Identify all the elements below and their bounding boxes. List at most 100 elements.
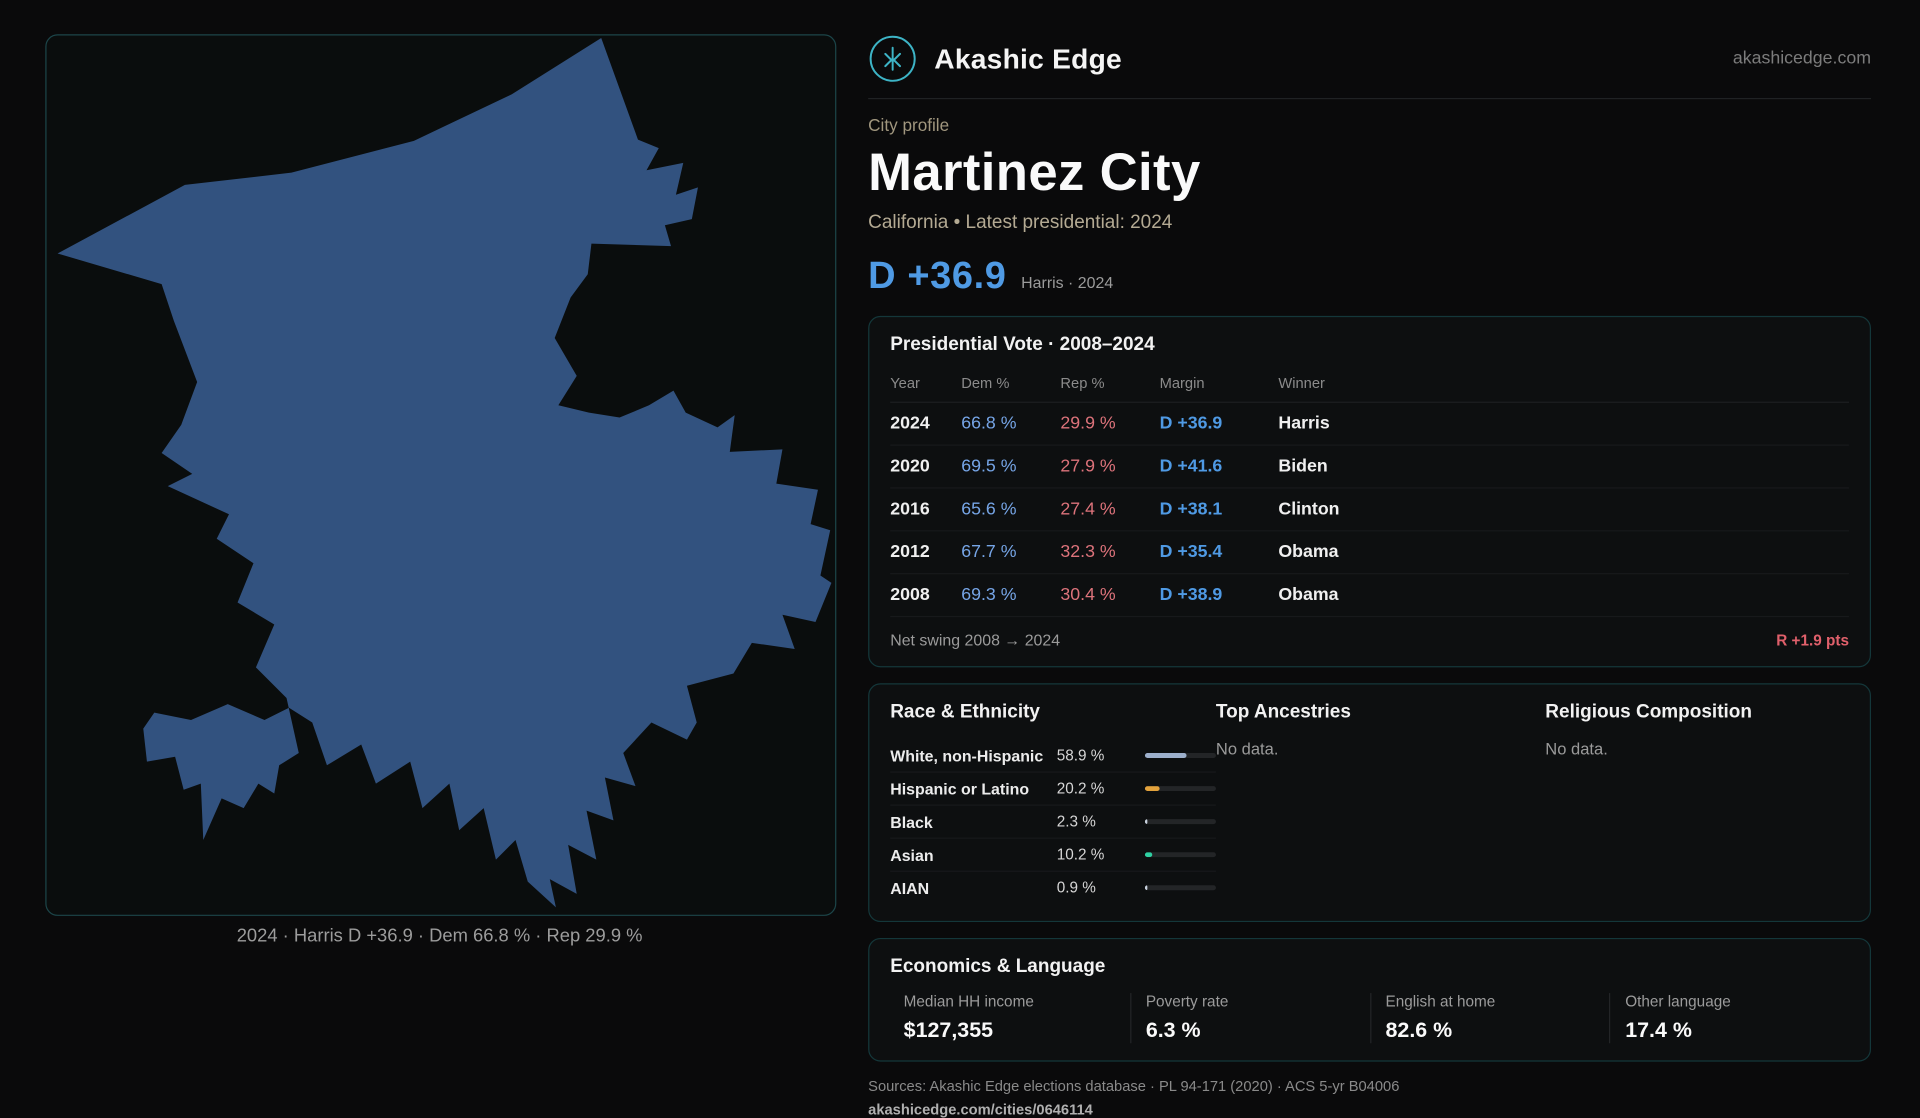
- city-boundary-shape: [57, 37, 832, 908]
- header-divider: [868, 97, 1872, 100]
- vote-table-header: Year Dem % Rep % Margin Winner: [890, 369, 1849, 404]
- vote-margin: D +41.6: [1159, 457, 1223, 477]
- vote-row: 2020 69.5 % 27.9 % D +41.6 Biden: [890, 446, 1849, 489]
- vote-rep-pct: 27.9 %: [1060, 457, 1116, 477]
- race-label: Asian: [890, 845, 934, 865]
- race-ethnicity-section: Race & Ethnicity White, non-Hispanic 58.…: [890, 702, 1216, 904]
- race-ethnicity-title: Race & Ethnicity: [890, 701, 1040, 723]
- profile-eyebrow: City profile: [868, 115, 950, 135]
- headline-margin: D +36.9: [868, 253, 1007, 297]
- brand: Akashic Edge: [868, 34, 1122, 83]
- econ-stat-label: Median HH income: [903, 993, 1034, 1011]
- vote-year: 2012: [890, 542, 930, 563]
- race-bar-fill: [1144, 885, 1148, 891]
- app-header: Akashic Edge akashicedge.com: [868, 34, 1871, 83]
- vote-winner: Obama: [1278, 585, 1339, 606]
- vote-dem-pct: 69.3 %: [961, 585, 1017, 606]
- vote-rep-pct: 32.3 %: [1060, 542, 1116, 563]
- permalink[interactable]: akashicedge.com/cities/0646114: [868, 1101, 1093, 1118]
- race-bar-track: [1144, 819, 1216, 825]
- vote-row: 2012 67.7 % 32.3 % D +35.4 Obama: [890, 532, 1849, 575]
- vote-table-footer: Net swing 2008 → 2024 R +1.9 pts: [890, 618, 1849, 650]
- vote-year: 2024: [890, 414, 930, 434]
- vote-winner: Biden: [1278, 457, 1328, 477]
- vote-col-header-rep: Rep %: [1060, 375, 1105, 393]
- city-title: Martinez City: [868, 143, 1201, 203]
- econ-stat-label: Other language: [1625, 993, 1731, 1011]
- race-label: White, non-Hispanic: [890, 746, 1044, 766]
- vote-col-header-winner: Winner: [1278, 375, 1325, 393]
- race-bar-track: [1144, 885, 1216, 891]
- demographics-grid: Race & Ethnicity White, non-Hispanic 58.…: [890, 702, 1849, 904]
- vote-year: 2020: [890, 457, 930, 477]
- econ-stat-label: Poverty rate: [1145, 993, 1229, 1011]
- vote-winner: Obama: [1278, 542, 1339, 563]
- econ-stat-value: 82.6 %: [1385, 1017, 1453, 1043]
- vote-margin: D +38.9: [1159, 585, 1223, 606]
- race-bar-fill: [1144, 852, 1153, 858]
- race-bar-track: [1144, 852, 1216, 858]
- vote-margin: D +38.1: [1159, 499, 1223, 520]
- net-swing-value: R +1.9 pts: [1776, 631, 1849, 649]
- city-subtitle: California • Latest presidential: 2024: [868, 212, 1173, 234]
- map-caption: 2024 · Harris D +36.9 · Dem 66.8 % · Rep…: [236, 925, 643, 947]
- race-bar-fill: [1144, 786, 1160, 792]
- race-value: 10.2 %: [1056, 846, 1105, 864]
- race-row: AIAN 0.9 %: [890, 872, 1216, 904]
- race-bar-fill: [1144, 753, 1187, 759]
- headline-margin-line: D +36.9 Harris · 2024: [868, 254, 1871, 298]
- race-row: Asian 10.2 %: [890, 839, 1216, 873]
- vote-winner: Clinton: [1278, 499, 1340, 520]
- race-bar-track: [1144, 753, 1216, 759]
- race-row: White, non-Hispanic 58.9 %: [890, 740, 1216, 774]
- econ-stat-value: 6.3 %: [1145, 1017, 1201, 1043]
- econ-stat-label: English at home: [1385, 993, 1496, 1011]
- religious-composition-title: Religious Composition: [1545, 701, 1752, 723]
- vote-col-header-dem: Dem %: [961, 375, 1010, 393]
- race-value: 58.9 %: [1056, 747, 1105, 765]
- econ-stat: Poverty rate 6.3 %: [1129, 993, 1370, 1044]
- econ-stat-value: $127,355: [903, 1017, 994, 1043]
- site-domain-link[interactable]: akashicedge.com: [1732, 48, 1872, 69]
- race-value: 2.3 %: [1056, 813, 1096, 831]
- economics-grid: Median HH income $127,355 Poverty rate 6…: [890, 993, 1849, 1044]
- presidential-vote-panel: Presidential Vote · 2008–2024 Year Dem %…: [868, 316, 1872, 668]
- vote-dem-pct: 69.5 %: [961, 457, 1017, 477]
- religious-composition-section: Religious Composition No data.: [1545, 702, 1849, 904]
- vote-dem-pct: 66.8 %: [961, 414, 1017, 434]
- vote-year: 2016: [890, 499, 930, 520]
- net-swing-label: Net swing 2008 → 2024: [890, 630, 1061, 650]
- economics-title: Economics & Language: [890, 956, 1106, 978]
- race-value: 0.9 %: [1056, 879, 1096, 897]
- vote-col-header-margin: Margin: [1159, 375, 1205, 393]
- presidential-vote-title: Presidential Vote · 2008–2024: [890, 334, 1155, 356]
- vote-dem-pct: 67.7 %: [961, 542, 1017, 563]
- econ-stat-value: 17.4 %: [1625, 1017, 1692, 1043]
- brand-name: Akashic Edge: [934, 42, 1122, 75]
- top-ancestries-section: Top Ancestries No data.: [1216, 702, 1545, 904]
- vote-year: 2008: [890, 585, 930, 606]
- race-row: Black 2.3 %: [890, 806, 1216, 840]
- vote-row: 2016 65.6 % 27.4 % D +38.1 Clinton: [890, 489, 1849, 532]
- vote-dem-pct: 65.6 %: [961, 499, 1017, 520]
- top-ancestries-title: Top Ancestries: [1215, 701, 1351, 723]
- headline-margin-note: Harris · 2024: [1021, 273, 1114, 292]
- vote-winner: Harris: [1278, 414, 1330, 434]
- race-value: 20.2 %: [1056, 780, 1105, 798]
- vote-col-header-year: Year: [890, 375, 920, 393]
- race-bar-fill: [1144, 819, 1148, 825]
- brand-logo-icon: [868, 34, 917, 83]
- religious-composition-empty: No data.: [1545, 739, 1608, 759]
- page: 2024 · Harris D +36.9 · Dem 66.8 % · Rep…: [45, 34, 1872, 1118]
- sources-note: Sources: Akashic Edge elections database…: [868, 1077, 1400, 1096]
- vote-row: 2024 66.8 % 29.9 % D +36.9 Harris: [890, 403, 1849, 447]
- vote-margin: D +36.9: [1159, 414, 1223, 434]
- top-ancestries-empty: No data.: [1215, 739, 1279, 759]
- demographics-panel: Race & Ethnicity White, non-Hispanic 58.…: [868, 683, 1872, 923]
- race-bar-track: [1144, 786, 1216, 792]
- race-label: Black: [890, 812, 933, 832]
- profile-column: Akashic Edge akashicedge.com City profil…: [868, 34, 1872, 1118]
- vote-margin: D +35.4: [1159, 542, 1223, 563]
- city-map-panel: [45, 34, 837, 916]
- econ-stat: Other language 17.4 %: [1609, 993, 1849, 1044]
